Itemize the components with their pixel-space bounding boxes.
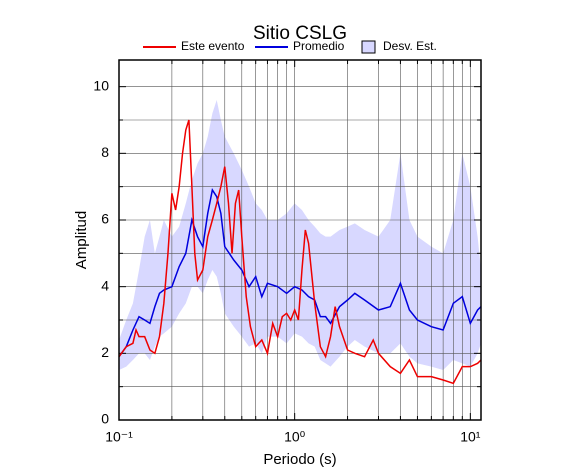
y-axis-label: Amplitud xyxy=(73,211,90,269)
legend-swatch xyxy=(361,40,376,54)
chart-title: Sitio CSLG xyxy=(253,23,347,44)
y-tick-label: 2 xyxy=(101,344,109,360)
x-tick-label: 10¹ xyxy=(460,429,481,445)
y-tick-label: 0 xyxy=(101,411,109,427)
std-band xyxy=(119,100,481,370)
y-tick-label: 4 xyxy=(101,277,109,293)
y-tick-label: 6 xyxy=(101,211,109,227)
series-line xyxy=(118,119,482,385)
y-tick-label: 10 xyxy=(93,77,109,93)
x-tick-label: 10⁰ xyxy=(284,429,306,445)
series-line xyxy=(118,188,482,358)
legend-label: Desv. Est. xyxy=(383,39,437,53)
legend-label: Este evento xyxy=(181,39,245,53)
x-tick-label: 10⁻¹ xyxy=(105,429,133,445)
plot-frame xyxy=(118,59,482,421)
legend-label: Promedio xyxy=(293,39,345,53)
y-tick-label: 8 xyxy=(101,144,109,160)
x-axis-label: Periodo (s) xyxy=(263,451,336,468)
